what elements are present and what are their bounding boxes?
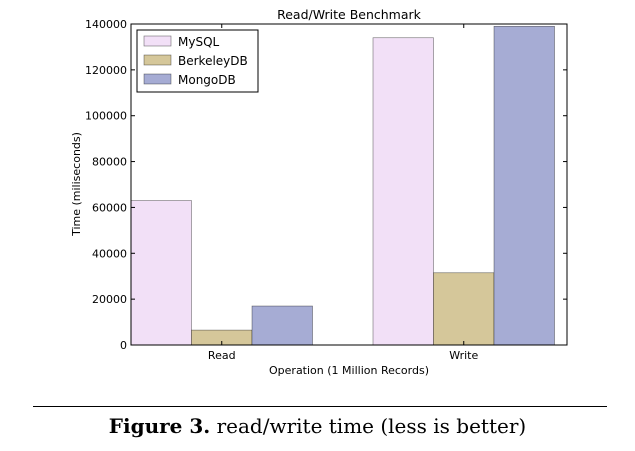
- caption-text: read/write time (less is better): [216, 414, 527, 438]
- bar-chart: 020000400006000080000100000120000140000 …: [70, 7, 568, 377]
- x-tick-label-read: Read: [208, 349, 236, 362]
- y-tick-label: 140000: [85, 18, 127, 31]
- caption-label: Figure 3.: [108, 414, 211, 438]
- legend-label-mysql: MySQL: [178, 35, 220, 49]
- legend-label-mongodb: MongoDB: [178, 73, 236, 87]
- x-axis-label: Operation (1 Million Records): [269, 364, 429, 377]
- legend-swatch-mongodb: [143, 73, 172, 85]
- y-tick-label: 60000: [92, 201, 127, 214]
- legend: MySQL BerkeleyDB MongoDB: [136, 29, 259, 93]
- bar-mongodb-write: [493, 25, 555, 346]
- bar-mysql-read: [130, 200, 192, 346]
- bar-mongodb-read: [251, 305, 313, 346]
- y-tick-label: 40000: [92, 247, 127, 260]
- y-axis-label: Time (miliseconds): [70, 132, 83, 237]
- y-tick-label: 0: [120, 339, 127, 352]
- y-tick-label: 100000: [85, 110, 127, 123]
- bars-group: [130, 25, 555, 346]
- y-axis: 0 20000 40000 60000 80000 100000 120000 140000: [85, 18, 567, 352]
- x-axis: Read Write: [208, 24, 479, 362]
- bar-berkeleydb-write: [433, 272, 495, 346]
- y-tick-label: 20000: [92, 293, 127, 306]
- y-tick-label: 120000: [85, 64, 127, 77]
- caption-divider: [33, 406, 607, 407]
- chart-title: Read/Write Benchmark: [277, 7, 422, 22]
- legend-swatch-berkeleydb: [143, 54, 172, 66]
- legend-swatch-mysql: [143, 35, 172, 47]
- legend-label-berkeleydb: BerkeleyDB: [178, 54, 248, 68]
- x-tick-label-write: Write: [449, 349, 478, 362]
- y-tick-label: 80000: [92, 156, 127, 169]
- plot-frame: [130, 23, 568, 346]
- figure-caption: Figure 3. read/write time (less is bette…: [0, 414, 635, 438]
- bar-mysql-write: [372, 37, 434, 346]
